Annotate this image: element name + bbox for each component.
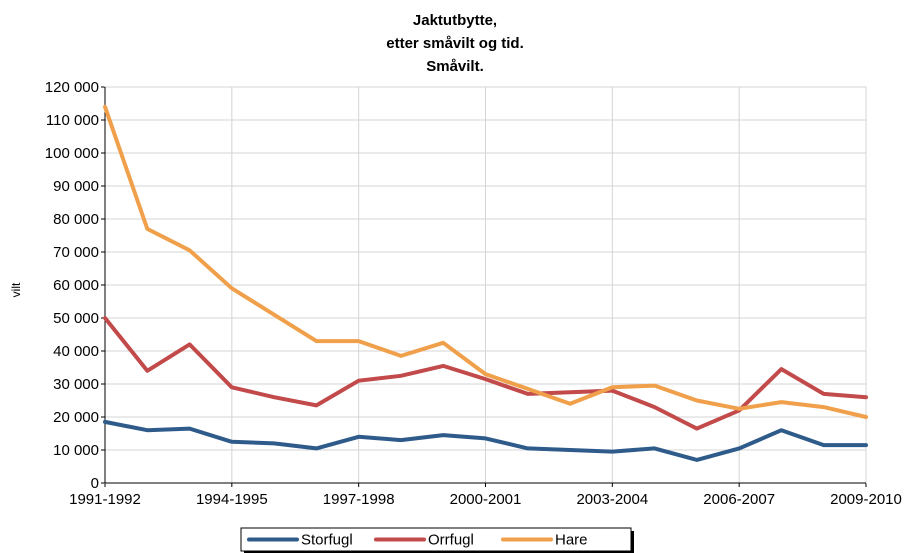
x-tick-label: 2000-2001 xyxy=(450,491,522,508)
y-tick-label: 50 000 xyxy=(53,310,99,327)
legend-label-orrfugl: Orrfugl xyxy=(428,532,474,549)
x-tick-label: 1991-1992 xyxy=(69,491,141,508)
legend-label-hare: Hare xyxy=(555,532,588,549)
y-tick-label: 20 000 xyxy=(53,409,99,426)
legend: Storfugl Orrfugl Hare xyxy=(240,527,634,553)
y-tick-label: 0 xyxy=(91,475,99,492)
y-tick-label: 90 000 xyxy=(53,178,99,195)
y-tick-label: 30 000 xyxy=(53,376,99,393)
y-tick-label: 10 000 xyxy=(53,442,99,459)
chart-title-line-3: Småvilt. xyxy=(426,58,484,75)
y-axis-label: vilt xyxy=(9,282,23,297)
y-tick-label: 40 000 xyxy=(53,343,99,360)
x-tick-label: 2009-2010 xyxy=(830,491,902,508)
y-tick-label: 120 000 xyxy=(45,79,99,96)
chart-title-line-1: Jaktutbytte, xyxy=(413,12,497,29)
x-tick-label: 1994-1995 xyxy=(196,491,268,508)
y-tick-label: 110 000 xyxy=(46,112,99,129)
series-line-hare xyxy=(103,104,868,419)
series-lines xyxy=(103,104,868,462)
chart-title: Jaktutbytte, etter småvilt og tid. Småvi… xyxy=(386,12,524,75)
y-tick-label: 60 000 xyxy=(53,277,99,294)
x-tick-label: 2003-2004 xyxy=(576,491,648,508)
x-tick-labels: 1991-1992 1994-1995 1997-1998 2000-2001 2003… xyxy=(69,491,902,508)
chart-title-line-2: etter småvilt og tid. xyxy=(386,35,524,52)
y-tick-label: 70 000 xyxy=(53,244,99,261)
series-line-storfugl xyxy=(103,419,868,462)
x-tick-label: 1997-1998 xyxy=(323,491,395,508)
x-tick-label: 2006-2007 xyxy=(703,491,775,508)
axes xyxy=(101,86,867,487)
legend-label-storfugl: Storfugl xyxy=(301,532,353,549)
gridlines xyxy=(105,86,867,483)
y-tick-label: 80 000 xyxy=(53,211,99,228)
y-tick-labels: 0 10 000 20 000 30 000 40 000 50 000 60 000 70 … xyxy=(45,79,99,492)
legend-box xyxy=(240,527,632,552)
y-tick-label: 100 000 xyxy=(45,145,99,162)
